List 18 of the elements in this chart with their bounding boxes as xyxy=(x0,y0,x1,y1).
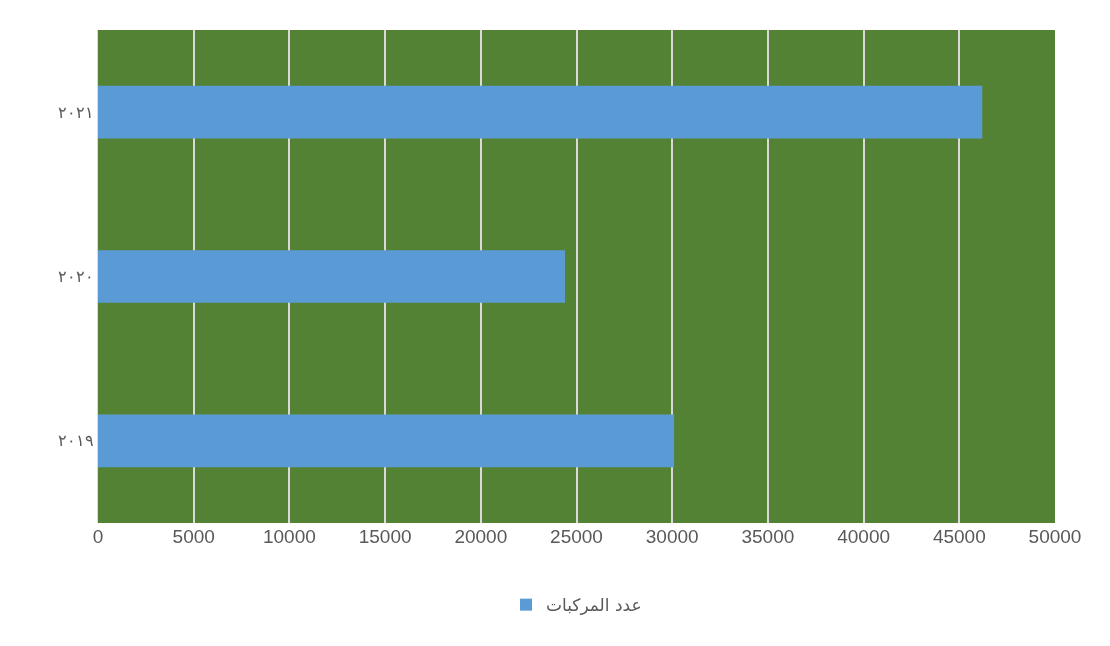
x-tick-label: 15000 xyxy=(358,526,412,547)
x-tick-label: 45000 xyxy=(932,526,986,547)
x-tick-label: 20000 xyxy=(454,526,508,547)
x-tick-label: 50000 xyxy=(1028,526,1082,547)
bar xyxy=(98,250,566,303)
x-tick-label: 30000 xyxy=(645,526,699,547)
bar xyxy=(98,414,675,468)
x-tick-label: 0 xyxy=(92,526,104,547)
y-tick-label: ٢٠٢٠ xyxy=(57,267,94,287)
x-tick-label: 5000 xyxy=(172,526,215,547)
legend-label: عدد المركبات xyxy=(546,595,642,616)
y-tick-label: ٢٠٢١ xyxy=(57,102,94,122)
bar xyxy=(98,85,983,139)
x-tick-label: 10000 xyxy=(262,526,316,547)
x-tick-label: 35000 xyxy=(741,526,795,547)
x-tick-label: 40000 xyxy=(837,526,891,547)
y-tick-label: ٢٠١٩ xyxy=(57,431,94,451)
x-tick-label: 25000 xyxy=(550,526,603,547)
